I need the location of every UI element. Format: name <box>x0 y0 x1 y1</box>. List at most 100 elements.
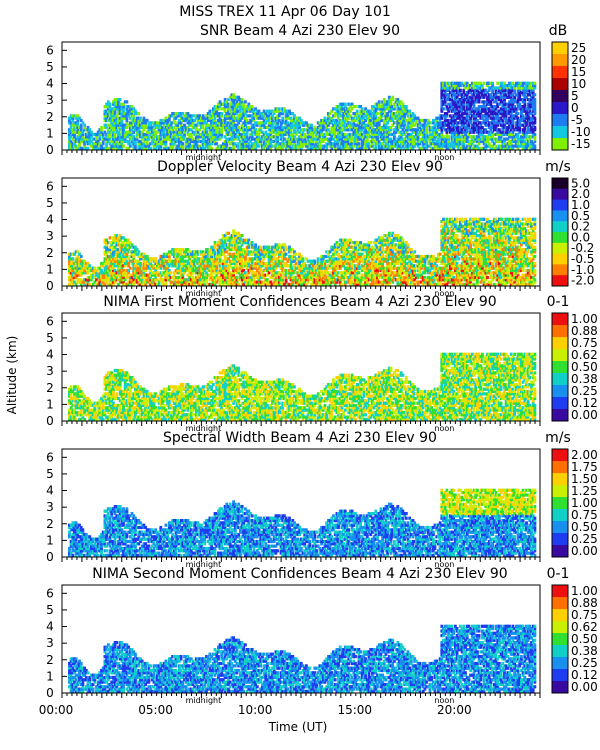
data-cell <box>340 107 344 111</box>
data-cell <box>508 125 511 130</box>
data-cell <box>425 132 428 137</box>
data-cell <box>73 264 76 268</box>
data-cell <box>521 93 525 97</box>
data-cell <box>476 135 479 139</box>
data-cell <box>477 98 481 102</box>
data-cell <box>313 125 317 130</box>
data-cell <box>103 146 107 150</box>
data-cell <box>208 132 212 137</box>
data-cell <box>112 250 115 254</box>
data-cell <box>455 137 459 141</box>
data-cell <box>206 142 210 146</box>
data-cell <box>81 264 85 268</box>
data-cell <box>284 144 288 148</box>
data-cell <box>137 112 141 116</box>
data-cell <box>345 123 349 127</box>
data-cell <box>296 121 300 125</box>
data-cell <box>284 128 288 132</box>
data-cell <box>156 135 159 139</box>
data-cell <box>381 144 384 148</box>
data-cell <box>255 139 259 144</box>
data-cell <box>476 146 479 150</box>
data-cell <box>482 95 486 99</box>
data-cell <box>210 146 213 150</box>
data-cell <box>113 102 117 106</box>
data-cell <box>518 121 522 125</box>
data-cell <box>403 121 406 125</box>
data-cell <box>450 93 454 97</box>
data-cell <box>79 123 83 127</box>
data-cell <box>349 146 352 150</box>
data-cell <box>465 135 469 139</box>
data-cell <box>433 125 437 130</box>
data-cell <box>484 116 488 120</box>
data-cell <box>523 107 527 111</box>
data-cell <box>454 144 457 148</box>
data-cell <box>465 109 469 113</box>
data-cell <box>71 259 75 263</box>
data-cell <box>247 114 251 118</box>
data-cell <box>531 86 535 90</box>
data-cell <box>250 137 254 141</box>
data-cell <box>396 123 400 127</box>
data-cell <box>118 275 122 280</box>
data-cell <box>283 121 286 125</box>
data-cell <box>103 116 107 120</box>
data-cell <box>257 116 261 120</box>
data-cell <box>342 142 345 146</box>
data-cell <box>327 118 330 123</box>
data-cell <box>384 128 388 132</box>
data-cell <box>371 125 374 130</box>
data-cell <box>506 84 510 88</box>
data-cell <box>409 118 413 123</box>
data-cell <box>91 271 95 275</box>
data-cell <box>139 130 142 134</box>
data-cell <box>189 144 193 148</box>
data-cell <box>101 261 105 266</box>
data-cell <box>120 109 124 113</box>
data-cell <box>487 144 491 148</box>
data-cell <box>167 137 171 141</box>
data-cell <box>230 105 234 109</box>
data-cell <box>205 128 208 132</box>
data-cell <box>350 137 354 141</box>
data-cell <box>274 146 278 150</box>
data-cell <box>386 105 389 109</box>
data-cell <box>235 107 239 111</box>
data-cell <box>335 109 339 113</box>
data-cell <box>516 142 520 146</box>
data-cell <box>508 109 511 113</box>
data-cell <box>528 116 532 120</box>
data-cell <box>525 121 528 125</box>
data-cell <box>518 95 522 99</box>
data-cell <box>239 112 242 116</box>
data-cell <box>84 271 88 275</box>
data-cell <box>396 139 400 144</box>
data-cell <box>201 132 205 137</box>
data-cell <box>472 114 476 118</box>
data-cell <box>294 125 298 130</box>
data-cell <box>274 144 278 148</box>
data-cell <box>73 125 76 130</box>
data-cell <box>105 105 108 109</box>
data-cell <box>255 135 259 139</box>
data-cell <box>342 116 345 120</box>
data-cell <box>235 109 239 113</box>
data-cell <box>381 118 384 123</box>
data-cell <box>301 142 305 146</box>
data-cell <box>511 114 515 118</box>
data-cell <box>482 128 486 132</box>
data-cell <box>391 139 395 144</box>
data-cell <box>528 135 532 139</box>
data-cell <box>445 86 449 90</box>
data-cell <box>159 135 163 139</box>
data-cell <box>69 271 73 275</box>
data-cell <box>491 123 494 127</box>
data-cell <box>396 118 400 123</box>
data-cell <box>115 250 119 254</box>
data-cell <box>379 130 383 134</box>
data-cell <box>310 142 313 146</box>
data-cell <box>511 98 515 102</box>
data-cell <box>132 139 136 144</box>
data-cell <box>167 130 171 134</box>
